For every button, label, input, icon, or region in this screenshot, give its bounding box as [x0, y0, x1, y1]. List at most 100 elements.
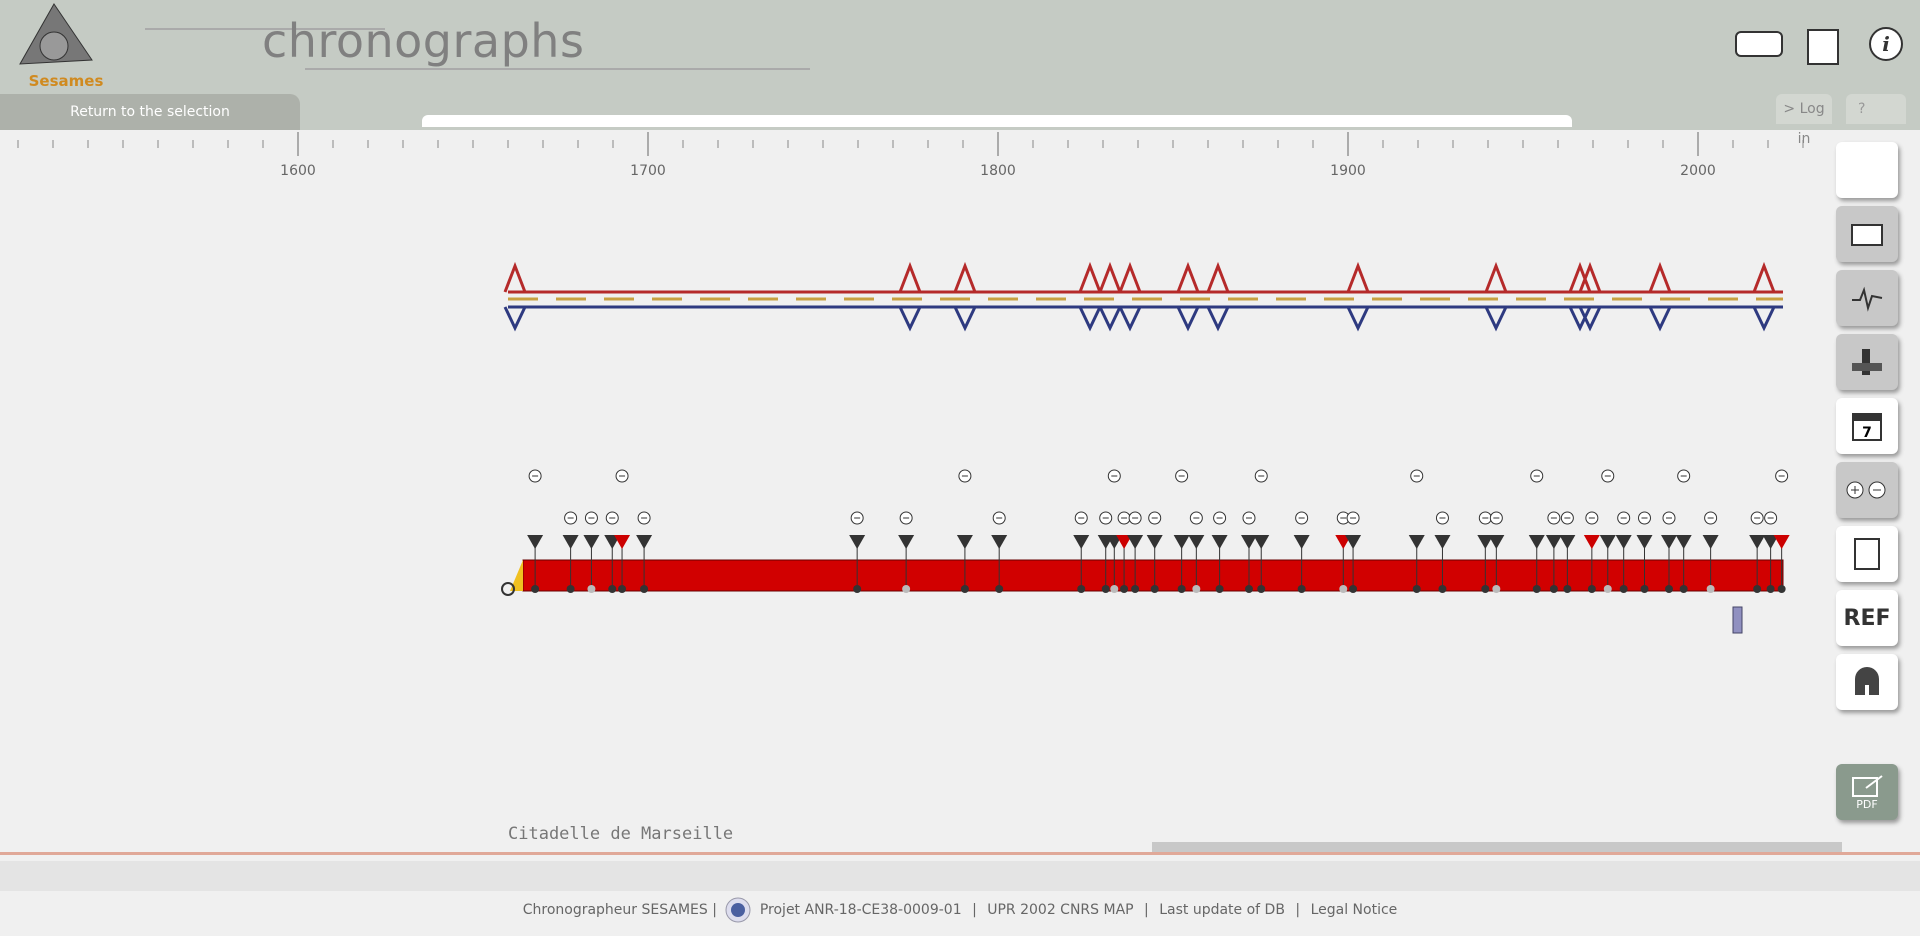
event-marker: [1253, 535, 1270, 549]
blue-spike: [1568, 306, 1592, 332]
zoom-button[interactable]: [1836, 462, 1898, 518]
red-spike: [1578, 261, 1602, 293]
logo-text: Sesames: [29, 72, 104, 90]
event-marker: [636, 535, 653, 549]
blue-spike: [503, 306, 527, 332]
event-marker: [1599, 535, 1616, 549]
event-marker: [898, 535, 915, 549]
event-marker: [991, 535, 1008, 549]
blue-spike: [1176, 306, 1200, 332]
axis-label: 2000: [1680, 163, 1716, 179]
ref-button[interactable]: REF: [1836, 590, 1898, 646]
return-link[interactable]: Return to the selection: [0, 94, 300, 130]
event-marker: [1408, 535, 1425, 549]
event-marker: [1116, 535, 1133, 549]
event-dot: [1110, 585, 1119, 593]
separator: |: [1295, 902, 1301, 918]
blue-spike: [1346, 306, 1370, 332]
list-button[interactable]: [1836, 206, 1898, 262]
event-marker: [1293, 535, 1310, 549]
event-dot: [1438, 585, 1447, 593]
event-dot: [608, 585, 617, 593]
red-spike: [1176, 261, 1200, 293]
event-marker: [562, 535, 579, 549]
info-icon[interactable]: [1869, 27, 1903, 61]
event-dot: [1257, 585, 1266, 593]
blue-spike: [1752, 306, 1776, 332]
event-marker: [1240, 535, 1257, 549]
event-marker: [1545, 535, 1562, 549]
event-dot: [1177, 585, 1186, 593]
blue-spike: [1648, 306, 1672, 332]
event-marker: [1211, 535, 1228, 549]
event-dot: [1587, 585, 1596, 593]
event-dot: [1766, 585, 1775, 593]
origin-marker: [501, 582, 515, 596]
red-spike: [1206, 261, 1230, 293]
range-bar[interactable]: [422, 115, 1572, 127]
separator: |: [972, 902, 977, 918]
event-marker: [1749, 535, 1766, 549]
axis-label: 1700: [630, 163, 666, 179]
update-link[interactable]: Last update of DB: [1159, 902, 1285, 918]
event-marker: [1773, 535, 1790, 549]
separator: |: [1144, 902, 1149, 918]
event-dot: [1077, 585, 1086, 593]
blue-spike: [1078, 306, 1102, 332]
event-dot: [1664, 585, 1673, 593]
footer: Chronographeur SESAMES | Projet ANR-18-C…: [0, 896, 1920, 924]
red-spike: [1346, 261, 1370, 293]
event-marker: [1660, 535, 1677, 549]
event-dot: [1777, 585, 1786, 593]
footer-app: Chronographeur SESAMES |: [522, 902, 717, 918]
event-marker: [956, 535, 973, 549]
blue-spike: [1578, 306, 1602, 332]
footer-band: [0, 861, 1920, 891]
login-link[interactable]: > Log in: [1776, 94, 1832, 147]
event-marker: [1675, 535, 1692, 549]
document-button[interactable]: [1836, 526, 1898, 582]
scrollbar-thumb[interactable]: [1152, 842, 1842, 852]
blue-spike: [1098, 306, 1122, 332]
event-dot: [1549, 585, 1558, 593]
blue-spike: [898, 306, 922, 332]
event-dot: [1603, 585, 1612, 593]
event-dot: [995, 585, 1004, 593]
event-marker: [1477, 535, 1494, 549]
event-marker: [1762, 535, 1779, 549]
event-dot: [1101, 585, 1110, 593]
event-marker: [1127, 535, 1144, 549]
legal-link[interactable]: Legal Notice: [1310, 902, 1398, 918]
event-dot: [566, 585, 575, 593]
event-marker: [527, 535, 544, 549]
red-spike: [1484, 261, 1508, 293]
header-icons: i: [1735, 27, 1903, 65]
event-marker: [1073, 535, 1090, 549]
help-tab[interactable]: ?: [1846, 94, 1906, 124]
event-dot: [1640, 585, 1649, 593]
event-dot: [1619, 585, 1628, 593]
blue-spike: [1118, 306, 1142, 332]
tool-button[interactable]: [1836, 334, 1898, 390]
lab-link[interactable]: UPR 2002 CNRS MAP: [987, 902, 1134, 918]
event-dot: [1120, 585, 1129, 593]
scale-button[interactable]: [1836, 142, 1898, 198]
project-link[interactable]: Projet ANR-18-CE38-0009-01: [759, 902, 962, 918]
calendar-button[interactable]: 7: [1836, 398, 1898, 454]
curve-button[interactable]: [1836, 270, 1898, 326]
pdf-icon[interactable]: [1807, 29, 1839, 65]
event-dot: [1215, 585, 1224, 593]
event-marker: [1615, 535, 1632, 549]
app-title: chronographs: [262, 14, 585, 68]
red-spike: [1078, 261, 1102, 293]
keyboard-icon[interactable]: [1735, 31, 1783, 57]
red-spike: [1118, 261, 1142, 293]
helmet-button[interactable]: [1836, 654, 1898, 710]
purple-marker: [1732, 606, 1743, 634]
event-dot: [1297, 585, 1306, 593]
red-spike: [1098, 261, 1122, 293]
pdf-export-button[interactable]: PDF: [1836, 764, 1898, 820]
event-marker: [614, 535, 631, 549]
event-dot: [902, 585, 911, 593]
